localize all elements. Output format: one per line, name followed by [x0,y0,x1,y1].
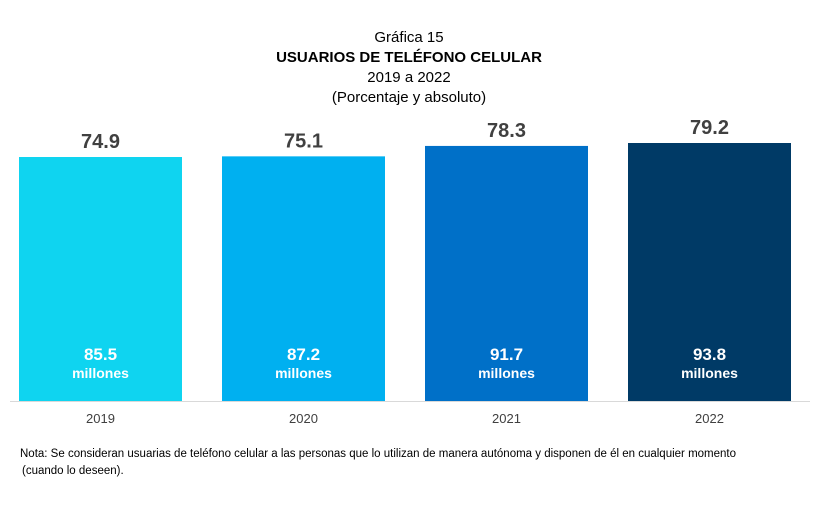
chart-period: 2019 a 2022 [367,69,451,86]
figure-number: Gráfica 15 [374,29,444,46]
chart-note: Nota: Se consideran usuarias de teléfono… [20,446,820,480]
category-label-2021: 2021 [492,411,521,426]
bar-2019 [19,157,182,401]
absolute-label-2021: 91.7 [490,345,523,364]
absolute-unit-label-2020: millones [275,365,332,381]
category-label-2022: 2022 [695,411,724,426]
absolute-label-2022: 93.8 [693,345,726,364]
value-label-2019: 74.9 [81,131,120,153]
bar-2021 [425,145,588,401]
absolute-unit-label-2019: millones [72,365,129,381]
category-label-2020: 2020 [289,411,318,426]
absolute-unit-label-2021: millones [478,365,535,381]
bar-2022 [628,143,791,401]
absolute-label-2019: 85.5 [84,345,117,364]
absolute-label-2020: 87.2 [287,345,320,364]
chart-title: USUARIOS DE TELÉFONO CELULAR [276,49,542,66]
chart-title-block: Gráfica 15 USUARIOS DE TELÉFONO CELULAR … [0,28,818,108]
category-label-2019: 2019 [86,411,115,426]
value-label-2021: 78.3 [487,120,526,142]
value-label-2022: 79.2 [690,117,729,139]
note-line-1: Nota: Se consideran usuarias de teléfono… [20,448,737,460]
chart-subtitle: (Porcentaje y absoluto) [331,89,487,106]
absolute-unit-label-2022: millones [681,365,738,381]
note-line-2: (cuando lo deseen). [22,465,124,477]
value-label-2020: 75.1 [284,130,323,152]
bar-2020 [222,156,385,401]
